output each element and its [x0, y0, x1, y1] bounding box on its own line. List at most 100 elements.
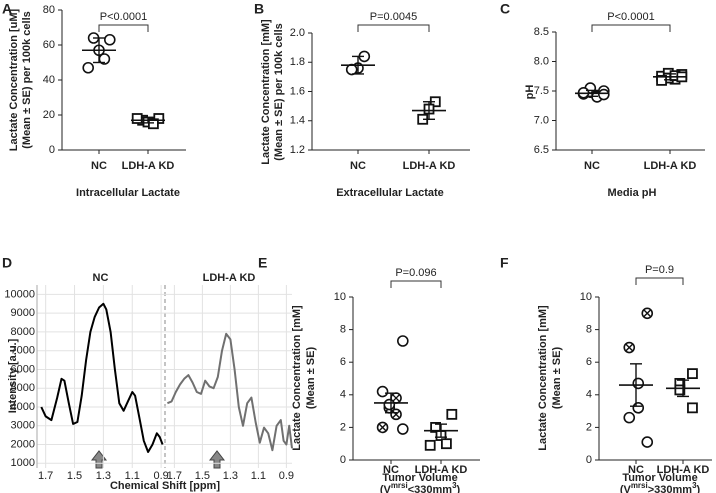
x-axis-label: Extracellular Lactate	[336, 187, 444, 199]
y-tick-label: 3000	[11, 420, 35, 432]
x-tick-label: 1.7	[38, 470, 53, 482]
data-point	[383, 398, 396, 411]
y-tick-label: 8	[340, 324, 346, 336]
series-title: NC	[93, 272, 109, 284]
y-tick-label: 1.6	[290, 85, 305, 97]
y-tick-label: 4	[586, 389, 592, 401]
x-axis-label-part: 3	[692, 481, 697, 490]
data-point	[687, 368, 698, 380]
x-axis-label: (Vmrsi<330mm3)	[380, 481, 461, 493]
y-tick-label: 8000	[11, 326, 35, 338]
y-tick-label: 80	[43, 4, 55, 16]
data-point	[687, 402, 698, 414]
panel-label: E	[258, 255, 267, 271]
data-point	[632, 402, 645, 414]
x-axis-label-part: >330mm	[648, 484, 693, 493]
data-point	[82, 61, 94, 74]
annotation: P=0.9	[645, 264, 674, 276]
x-axis-label-part: (V	[380, 484, 392, 493]
y-axis-label: Lactate Concentration [uM]	[8, 8, 20, 151]
x-tick-label: NC	[628, 464, 644, 476]
y-axis-label: Lactate Concentration [mM]	[291, 305, 303, 451]
y-tick-label: 6.5	[534, 144, 549, 156]
x-axis-label-part: mrsi	[631, 481, 648, 490]
x-axis-label-part: )	[457, 484, 461, 493]
y-tick-label: 6000	[11, 363, 35, 375]
annotation: P<0.0001	[607, 11, 654, 23]
y-tick-label: 7.0	[534, 114, 549, 126]
y-tick-label: 6	[586, 356, 592, 368]
cross	[392, 410, 401, 419]
significance-bracket	[357, 24, 430, 32]
x-tick-label: 1.5	[195, 470, 210, 482]
y-tick-label: 7000	[11, 345, 35, 357]
panel-label: A	[2, 1, 12, 17]
y-tick-label: 1000	[11, 457, 35, 469]
y-tick-label: 8	[586, 324, 592, 336]
x-axis-label: Tumor Volume	[382, 472, 457, 484]
panel-label: B	[254, 1, 264, 17]
x-tick-label: 1.3	[96, 470, 111, 482]
y-axis-label: Lactate Concentration [mM]	[260, 19, 272, 165]
x-tick-label: LDH-A KD	[644, 160, 697, 172]
significance-bracket	[591, 24, 671, 32]
x-tick-label: 1.3	[223, 470, 238, 482]
y-tick-label: 10000	[4, 288, 35, 300]
y-tick-label: 2000	[11, 438, 35, 450]
y-tick-label: 8.0	[534, 55, 549, 67]
x-axis-label-part: (V	[620, 484, 632, 493]
x-axis-label: Tumor Volume	[622, 472, 697, 484]
cross	[378, 423, 387, 432]
data-point	[131, 113, 143, 124]
data-point	[632, 377, 645, 390]
data-point	[345, 63, 358, 76]
x-tick-label: NC	[350, 160, 366, 172]
y-axis-label: pH	[524, 85, 536, 100]
x-tick-label: 0.9	[279, 470, 294, 482]
y-axis-label: (Mean ± SE) per 100k cells	[273, 23, 285, 161]
y-tick-label: 4	[340, 389, 346, 401]
spectrum-line	[40, 302, 164, 453]
y-tick-label: 9000	[11, 307, 35, 319]
x-tick-label: LDH-A KD	[122, 160, 175, 172]
x-tick-label: LDH-A KD	[415, 464, 468, 476]
data-point	[376, 385, 389, 398]
y-tick-label: 20	[43, 109, 55, 121]
panel-label: C	[500, 1, 510, 17]
y-tick-label: 10	[334, 291, 346, 303]
y-tick-label: 8.5	[534, 26, 549, 38]
annotation: P=0.096	[395, 267, 436, 279]
x-axis-label-part: mrsi	[391, 481, 408, 490]
x-axis-label-part: 3	[452, 481, 457, 490]
y-tick-label: 0	[586, 454, 592, 466]
y-tick-label: 5000	[11, 382, 35, 394]
y-axis-label: Intensity [a.u.]	[7, 338, 19, 413]
y-tick-label: 60	[43, 39, 55, 51]
x-tick-label: LDH-A KD	[657, 464, 710, 476]
significance-bracket	[635, 277, 684, 285]
y-tick-label: 0	[49, 144, 55, 156]
x-axis-label-part: )	[697, 484, 701, 493]
x-axis-label: Media pH	[608, 187, 657, 199]
annotation: P=0.0045	[370, 11, 417, 23]
panel-label: D	[2, 255, 12, 271]
y-axis-label: (Mean ± SE) per 100k cells	[21, 11, 33, 149]
data-point	[397, 423, 409, 435]
y-tick-label: 6	[340, 356, 346, 368]
x-tick-label: NC	[91, 160, 107, 172]
x-tick-label: 0.9	[153, 470, 168, 482]
x-tick-label: NC	[383, 464, 399, 476]
x-axis-label: Chemical Shift [ppm]	[110, 480, 220, 492]
y-tick-label: 10	[580, 291, 592, 303]
data-point	[446, 408, 458, 420]
arrow	[90, 450, 108, 469]
cross	[643, 309, 652, 318]
x-tick-label: 1.5	[67, 470, 82, 482]
panel-label: F	[500, 255, 509, 271]
x-tick-label: 1.1	[251, 470, 266, 482]
data-point	[397, 335, 409, 347]
series-title: LDH-A KD	[203, 272, 256, 284]
data-point	[674, 384, 686, 396]
annotation: P<0.0001	[100, 11, 147, 23]
